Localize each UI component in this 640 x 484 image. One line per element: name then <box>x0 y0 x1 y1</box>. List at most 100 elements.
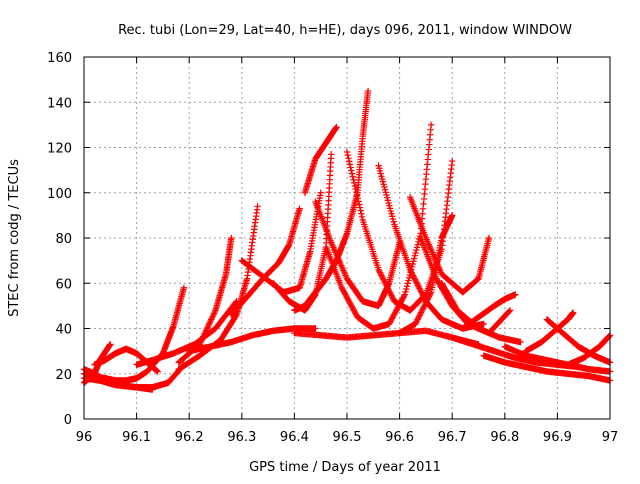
data-point <box>415 315 422 322</box>
chart-title: Rec. tubi (Lon=29, Lat=40, h=HE), days 0… <box>118 23 572 38</box>
y-tick-label: 160 <box>47 51 72 66</box>
data-point <box>424 296 431 303</box>
data-point <box>333 123 340 131</box>
x-tick-label: 96.2 <box>175 430 204 445</box>
data-point <box>347 164 354 171</box>
data-point <box>417 310 424 318</box>
data-point <box>416 312 423 319</box>
data-point <box>485 234 493 242</box>
data-point <box>420 304 427 312</box>
data-point <box>346 161 354 168</box>
x-tick-label: 96.4 <box>280 430 309 445</box>
y-tick-label: 40 <box>55 323 72 338</box>
data-point <box>420 303 428 310</box>
y-axis-label: STEC from codg / TECUs <box>7 159 22 317</box>
data-point <box>354 195 361 202</box>
data-point <box>409 270 416 278</box>
data-point <box>386 288 393 295</box>
data-point <box>505 308 513 315</box>
data-point <box>412 277 420 285</box>
data-point <box>254 203 261 210</box>
series-arc-05 <box>80 361 188 391</box>
data-point <box>328 151 335 158</box>
data-point <box>356 204 364 211</box>
x-tick-labels: 96 96.1 96.2 96.3 96.4 96.5 96.6 96.7 96.8 96.9 97 <box>76 430 619 445</box>
series-arc-09 <box>175 234 235 366</box>
series-arc-07 <box>175 203 261 373</box>
data-point <box>412 319 420 326</box>
data-point <box>349 173 356 180</box>
data-point <box>348 170 356 177</box>
series-arc-10 <box>228 205 303 319</box>
series-arc-29 <box>396 212 456 337</box>
data-point <box>415 283 422 291</box>
data-point <box>416 285 423 292</box>
data-point <box>381 277 388 285</box>
data-point <box>388 293 396 301</box>
x-tick-label: 96.9 <box>543 430 572 445</box>
data-point <box>386 289 394 296</box>
data-point <box>232 299 239 306</box>
data-point <box>427 121 435 129</box>
data-point <box>358 210 365 217</box>
data-point <box>411 276 419 283</box>
data-point <box>413 317 421 325</box>
data-point <box>376 267 383 275</box>
x-tick-label: 96.1 <box>122 430 151 445</box>
data-point <box>406 266 414 273</box>
y-tick-label: 80 <box>55 232 72 247</box>
data-point <box>419 306 426 313</box>
data-point <box>409 272 417 279</box>
data-point <box>417 309 425 316</box>
data-point <box>345 154 352 162</box>
data-point <box>154 368 161 375</box>
x-tick-label: 96.5 <box>333 430 362 445</box>
data-point <box>232 312 240 320</box>
data-point <box>348 167 355 174</box>
data-point <box>419 290 426 298</box>
series-arc-18 <box>406 194 493 296</box>
series-arc-24 <box>459 291 519 332</box>
data-point <box>413 244 421 251</box>
data-marks <box>80 87 614 393</box>
data-point <box>404 280 411 287</box>
data-point <box>412 249 419 257</box>
x-tick-label: 96.8 <box>490 430 519 445</box>
series-arc-17 <box>375 162 487 332</box>
plot-frame <box>83 56 611 420</box>
data-point <box>517 338 524 346</box>
y-tick-label: 60 <box>55 277 72 292</box>
y-tick-labels: 0 20 40 60 80 100 120 140 160 <box>47 51 72 428</box>
data-point <box>296 205 303 212</box>
y-tick-label: 20 <box>55 368 72 383</box>
data-point <box>416 286 424 294</box>
data-point <box>418 289 425 296</box>
data-point <box>351 182 359 190</box>
data-point <box>415 313 423 320</box>
data-point <box>403 283 411 290</box>
y-tick-label: 100 <box>47 187 72 202</box>
data-point <box>380 276 387 283</box>
x-tick-label: 96 <box>76 430 93 445</box>
data-point <box>228 234 235 242</box>
data-point <box>414 241 421 248</box>
data-point <box>357 207 364 214</box>
data-point <box>403 285 410 293</box>
data-point <box>384 285 392 292</box>
data-point <box>422 299 430 306</box>
data-point <box>350 176 357 183</box>
data-point <box>377 270 384 278</box>
data-point <box>410 258 417 265</box>
data-point <box>449 157 456 165</box>
data-point <box>355 198 362 205</box>
data-point <box>417 288 425 295</box>
data-point <box>506 307 514 314</box>
data-point <box>569 309 577 316</box>
data-point <box>353 188 360 196</box>
data-point <box>350 179 358 187</box>
data-point <box>355 201 363 208</box>
y-tick-label: 0 <box>64 413 72 428</box>
data-point <box>343 148 351 156</box>
data-point <box>387 290 394 298</box>
